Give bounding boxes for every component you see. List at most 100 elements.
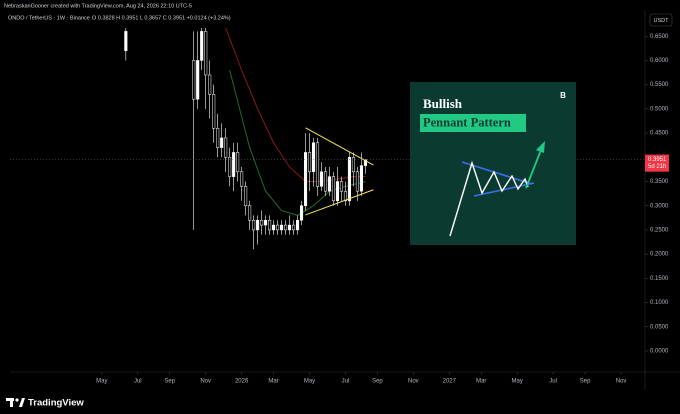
y-tick-label: 0.4500 bbox=[650, 131, 669, 137]
candle-body bbox=[196, 60, 200, 100]
candle-body bbox=[212, 94, 216, 129]
x-tick-label: Sep bbox=[372, 379, 383, 385]
y-tick-label: 0.0000 bbox=[650, 349, 669, 355]
pennant-upper bbox=[461, 161, 533, 185]
candle-body bbox=[295, 219, 300, 231]
candle-body bbox=[268, 219, 272, 231]
pattern-path bbox=[449, 160, 529, 237]
y-tick-label: 0.0500 bbox=[650, 324, 669, 330]
candle-body bbox=[351, 157, 356, 173]
y-tick-label: 0.3500 bbox=[650, 179, 669, 185]
x-tick-label: Nov bbox=[616, 379, 627, 385]
y-tick-label: 0.2000 bbox=[650, 252, 669, 258]
candle-body bbox=[200, 31, 204, 61]
ohlc-legend: O 0.3828 H 0.3951 L 0.3657 C 0.3951 +0.0… bbox=[92, 15, 231, 21]
candle-body bbox=[124, 31, 128, 52]
x-tick-label: Sep bbox=[164, 379, 175, 385]
candle-body bbox=[359, 165, 363, 192]
axes: 0.65000.60000.55000.50000.45000.40000.35… bbox=[96, 34, 669, 385]
candle-body bbox=[335, 181, 340, 202]
breakout-line bbox=[525, 149, 542, 189]
candle-body bbox=[319, 171, 324, 187]
candle-body bbox=[264, 219, 268, 226]
candle-body bbox=[288, 224, 292, 231]
candle-body bbox=[299, 205, 304, 221]
candle-body bbox=[327, 176, 332, 192]
x-tick-label: 2027 bbox=[443, 379, 457, 385]
inset-panel bbox=[410, 82, 576, 245]
y-tick-label: 0.6000 bbox=[650, 58, 669, 64]
moving-average bbox=[225, 28, 366, 183]
x-tick-label: Sep bbox=[580, 379, 591, 385]
x-tick-label: Mar bbox=[476, 379, 486, 385]
candle-body bbox=[280, 224, 284, 231]
brand: TradingView bbox=[28, 398, 84, 409]
trendline bbox=[305, 189, 374, 216]
candle-body bbox=[311, 142, 316, 173]
inset-title: Bullish bbox=[423, 96, 463, 111]
candle-body bbox=[204, 31, 208, 76]
last-price-label: 0.3951 bbox=[648, 157, 667, 163]
trendline bbox=[305, 127, 374, 166]
candle-body bbox=[315, 142, 320, 187]
pennant-lower bbox=[473, 182, 535, 197]
symbol: ONDO / TetherUS · 1W · Binance bbox=[8, 15, 90, 21]
x-tick-label: Jul bbox=[342, 379, 350, 385]
candle-body bbox=[232, 152, 236, 177]
candle-body bbox=[240, 171, 244, 187]
x-tick-label: Jul bbox=[134, 379, 142, 385]
currency[interactable]: USDT bbox=[654, 18, 670, 24]
candle-body bbox=[272, 224, 276, 231]
candle-body bbox=[216, 127, 220, 148]
y-tick-label: 0.5500 bbox=[650, 82, 669, 88]
candle-body bbox=[363, 159, 367, 166]
y-tick-label: 0.6500 bbox=[650, 34, 669, 40]
candle-body bbox=[236, 152, 240, 173]
candle-body bbox=[347, 157, 352, 202]
candle-body bbox=[228, 157, 232, 177]
candle-body bbox=[248, 205, 252, 221]
candle-body bbox=[244, 186, 248, 206]
candle-body bbox=[192, 60, 196, 100]
candle-body bbox=[224, 137, 228, 158]
x-tick-label: May bbox=[304, 379, 315, 385]
candle-body bbox=[339, 181, 344, 192]
breakout-arrow bbox=[536, 141, 545, 153]
y-tick-label: 0.1500 bbox=[650, 276, 669, 282]
candle-body bbox=[256, 219, 260, 231]
candle-body bbox=[343, 190, 348, 202]
inset-subtitle: Pennant Pattern bbox=[423, 115, 511, 129]
candle-body bbox=[323, 171, 328, 192]
inset-badge: B bbox=[560, 91, 566, 100]
candle-body bbox=[276, 224, 280, 231]
creator-line: NebraskanGooner created with TradingView… bbox=[4, 3, 192, 9]
x-tick-label: Mar bbox=[268, 379, 278, 385]
currency-box[interactable] bbox=[649, 13, 673, 27]
inset-highlight bbox=[420, 114, 526, 132]
x-tick-label: May bbox=[96, 379, 107, 385]
brand-logo bbox=[6, 398, 25, 407]
y-tick-label: 0.3000 bbox=[650, 203, 669, 209]
inset: Bullish Pennant Pattern B bbox=[410, 82, 576, 245]
candle-body bbox=[260, 219, 264, 226]
y-tick-label: 0.5000 bbox=[650, 106, 669, 112]
candle-body bbox=[307, 152, 312, 173]
x-tick-label: Jul bbox=[549, 379, 557, 385]
candle-body bbox=[220, 137, 224, 148]
x-tick-label: Nov bbox=[408, 379, 419, 385]
candle-body bbox=[252, 219, 256, 231]
y-tick-label: 0.1000 bbox=[650, 300, 669, 306]
last-price-box bbox=[645, 154, 669, 172]
candle-body bbox=[331, 176, 336, 202]
footer bbox=[0, 392, 680, 414]
x-tick-label: May bbox=[512, 379, 523, 385]
x-tick-label: 2026 bbox=[235, 379, 249, 385]
candle-body bbox=[284, 224, 288, 231]
candle-body bbox=[303, 152, 308, 206]
y-tick-label: 0.2500 bbox=[650, 228, 669, 234]
candle-body bbox=[292, 224, 296, 231]
x-tick-label: Nov bbox=[200, 379, 211, 385]
candle-body bbox=[208, 74, 212, 95]
